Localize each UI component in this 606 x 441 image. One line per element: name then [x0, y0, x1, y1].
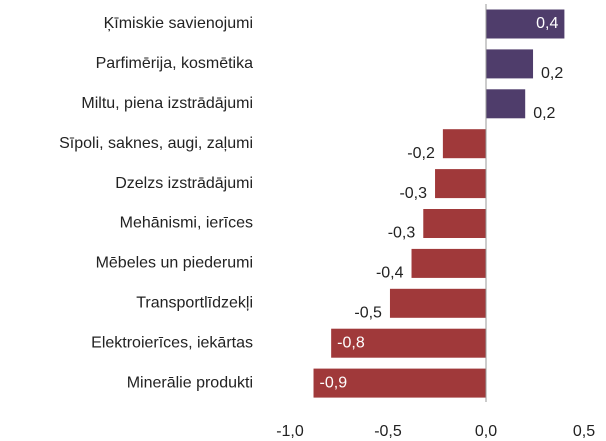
x-tick-label: -1,0 — [276, 423, 304, 440]
bar — [435, 169, 486, 199]
bar — [331, 328, 486, 358]
bar — [486, 49, 534, 79]
category-label: Mēbeles un piederumi — [96, 255, 253, 272]
category-label: Dzelzs izstrādājumi — [115, 175, 253, 192]
category-label: Transportlīdzekļi — [136, 295, 253, 312]
category-label: Minerālie produkti — [127, 374, 253, 391]
bar — [313, 368, 486, 398]
value-label: 0,2 — [533, 105, 555, 122]
value-label: -0,3 — [388, 225, 416, 242]
bar — [486, 9, 565, 39]
bar — [442, 129, 486, 159]
x-tick-label: -0,5 — [374, 423, 402, 440]
value-label: -0,5 — [354, 305, 382, 322]
value-label: 0,2 — [541, 65, 563, 82]
category-label: Parfimērija, kosmētika — [96, 55, 253, 72]
value-label: -0,8 — [337, 334, 365, 351]
value-label: -0,4 — [376, 265, 404, 282]
value-label: -0,3 — [399, 185, 427, 202]
value-label: -0,2 — [407, 145, 435, 162]
bar — [411, 248, 486, 278]
category-label: Mehānismi, ierīces — [120, 215, 253, 232]
category-label: Ķīmiskie savienojumi — [104, 15, 253, 32]
x-tick-label: 0,0 — [475, 423, 497, 440]
bar — [389, 288, 486, 318]
category-label: Miltu, piena izstrādājumi — [81, 95, 253, 112]
bar — [486, 89, 526, 119]
value-label: 0,4 — [536, 15, 558, 32]
bar — [423, 209, 486, 238]
category-label: Sīpoli, saknes, augi, zaļumi — [59, 135, 253, 152]
category-label: Elektroierīces, iekārtas — [91, 334, 253, 351]
x-tick-label: 0,5 — [573, 423, 595, 440]
value-label: -0,9 — [320, 374, 348, 391]
